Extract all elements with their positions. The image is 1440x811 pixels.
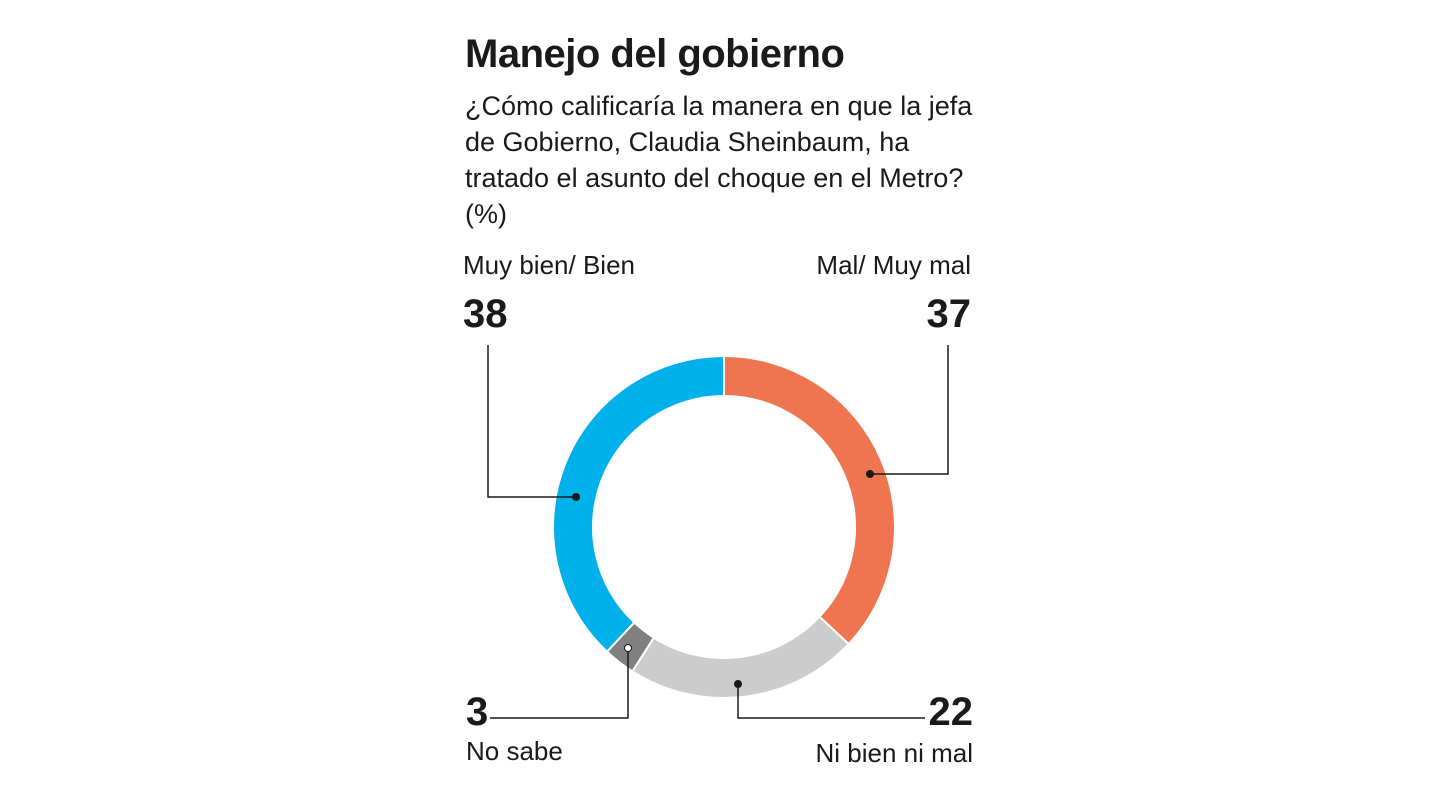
- leader-lines: [487, 345, 949, 719]
- chart-title: Manejo del gobierno: [465, 32, 845, 76]
- leader-dot-no-sabe: [624, 644, 632, 652]
- slice-muy-bien-bien: [551, 354, 725, 654]
- label-ni-bien-ni-mal: Ni bien ni mal: [815, 738, 973, 768]
- leader-dot-ni-bien-ni-mal: [734, 680, 742, 688]
- leader-line-no-sabe: [490, 648, 629, 719]
- leader-dot-mal-muy-mal: [866, 470, 874, 478]
- label-mal-muy-mal: Mal/ Muy mal: [816, 250, 971, 280]
- leader-dot-muy-bien-bien: [572, 493, 580, 501]
- value-ni-bien-ni-mal: 22: [928, 690, 974, 734]
- leader-line-muy-bien-bien: [487, 345, 576, 498]
- chart-subtitle: ¿Cómo calificaría la manera en que la je…: [465, 91, 973, 229]
- value-muy-bien-bien: 38: [463, 292, 508, 336]
- leader-line-mal-muy-mal: [870, 345, 949, 475]
- value-no-sabe: 3: [466, 690, 489, 734]
- label-muy-bien-bien: Muy bien/ Bien: [463, 250, 635, 280]
- leader-line-ni-bien-ni-mal: [737, 684, 925, 719]
- slice-mal-muy-mal: [723, 354, 897, 646]
- donut-slices: [551, 354, 897, 699]
- label-no-sabe: No sabe: [466, 736, 563, 766]
- value-mal-muy-mal: 37: [926, 292, 972, 336]
